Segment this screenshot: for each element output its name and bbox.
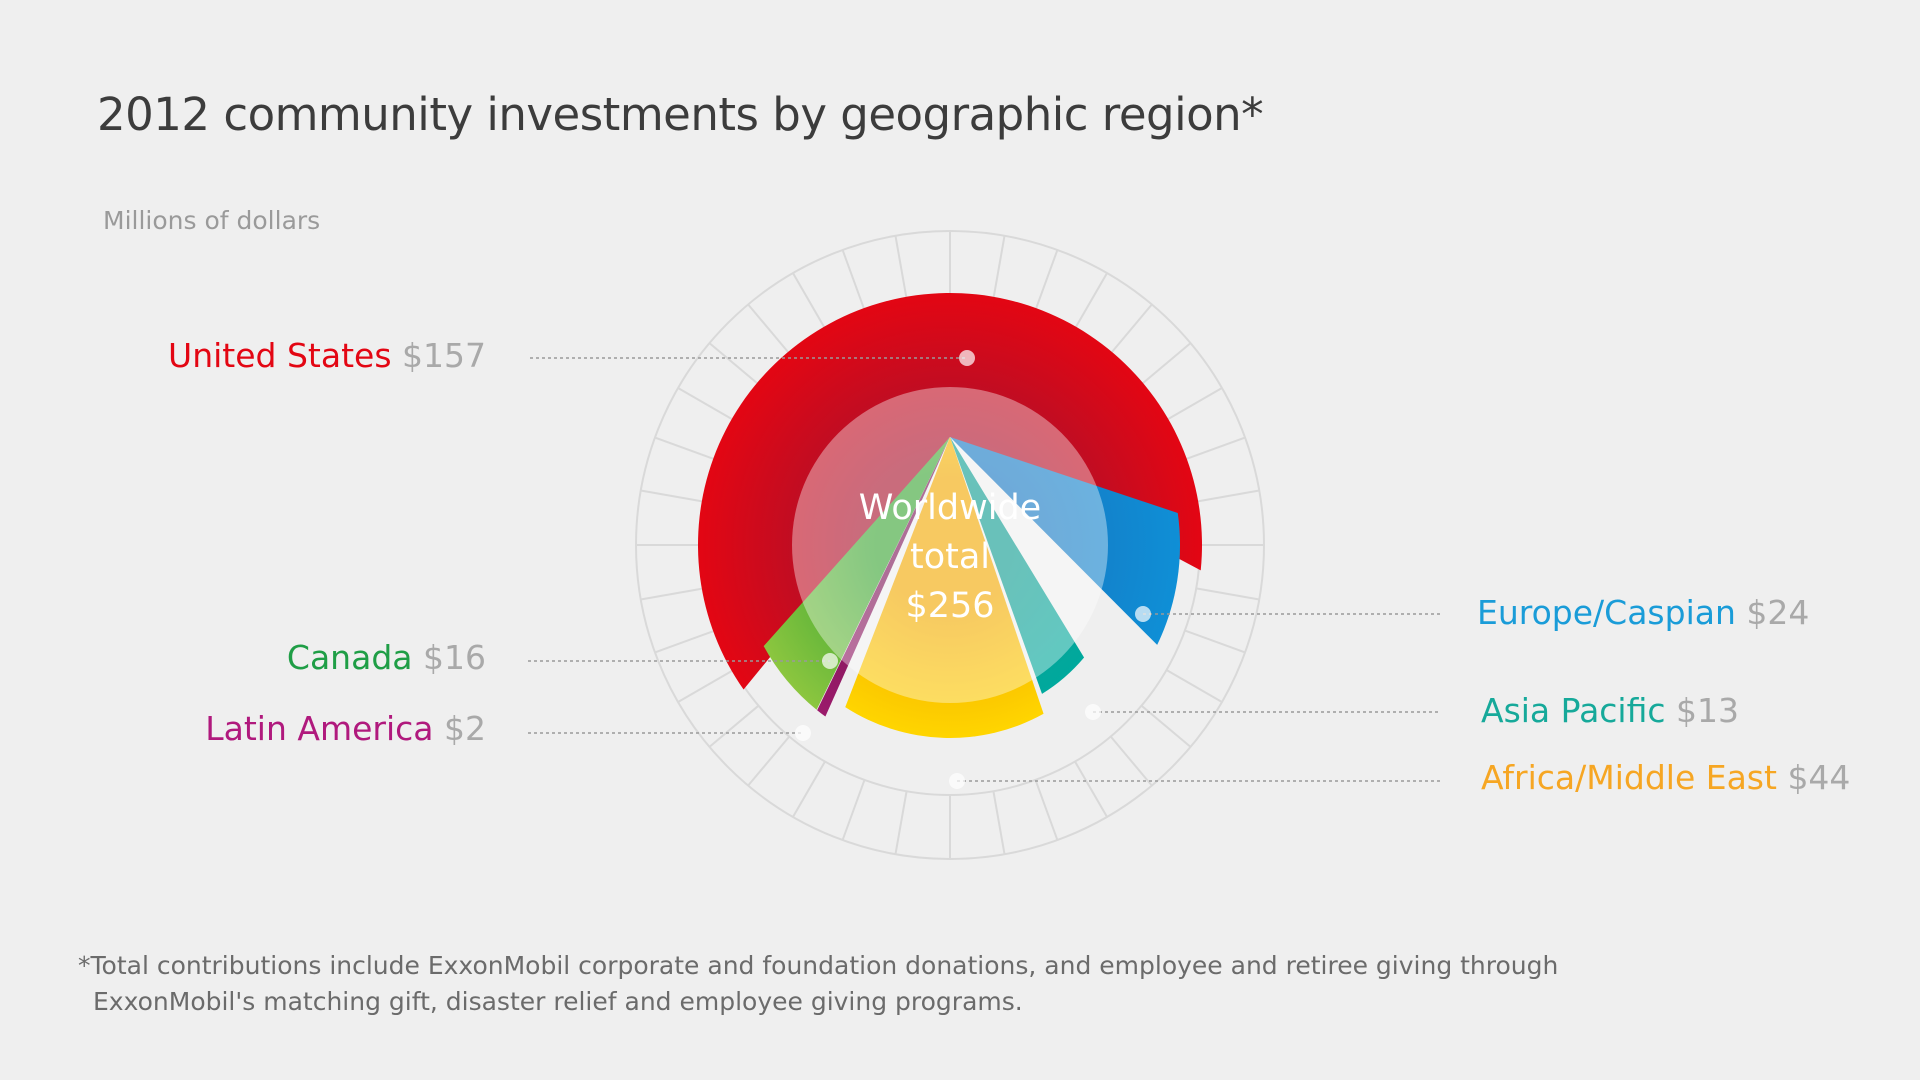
leader-dot-africa-middle-east (949, 773, 965, 789)
chart-title: 2012 community investments by geographic… (97, 88, 1264, 141)
leader-lines (528, 350, 1440, 789)
label-latin-america: Latin America $2 (205, 709, 486, 749)
chart-grid (635, 230, 1265, 860)
label-name: United States (168, 336, 392, 375)
grid-spoke (1166, 669, 1223, 703)
label-value: $2 (444, 709, 486, 748)
grid-spoke (841, 779, 866, 841)
label-name: Europe/Caspian (1477, 593, 1736, 632)
footnote-line1: *Total contributions include ExxonMobil … (78, 951, 1559, 980)
label-value: $16 (423, 638, 486, 677)
footnote: *Total contributions include ExxonMobil … (78, 948, 1558, 1020)
label-europe-caspian: Europe/Caspian $24 (1477, 593, 1809, 633)
leader-dot-asia-pacific (1085, 704, 1101, 720)
grid-spoke (747, 735, 791, 787)
label-value: $157 (402, 336, 486, 375)
label-united-states: United States $157 (168, 336, 486, 376)
grid-spoke (1196, 587, 1260, 601)
label-value: $44 (1787, 758, 1851, 797)
footnote-line2: ExxonMobil's matching gift, disaster rel… (93, 987, 1023, 1016)
slice-africa-middle-east (845, 437, 1044, 738)
grid-spoke (1184, 436, 1246, 461)
leader-dot-united-states (959, 350, 975, 366)
grid-spoke (677, 669, 734, 703)
grid-spoke (708, 342, 760, 386)
grid-spoke (894, 791, 908, 855)
leader-dot-canada (822, 653, 838, 669)
label-name: Asia Pacific (1481, 691, 1666, 730)
slice-asia-pacific (950, 437, 1085, 694)
center-total-value: $256 (905, 586, 995, 626)
grid-spoke (992, 235, 1006, 299)
grid-spoke (640, 489, 704, 503)
grid-spoke (1184, 629, 1246, 654)
grid-spoke (992, 791, 1006, 855)
chart-unit-label: Millions of dollars (103, 206, 321, 235)
grid-spoke (792, 272, 826, 329)
grid-spoke (1140, 342, 1192, 386)
grid-spoke (708, 704, 760, 748)
label-canada: Canada $16 (287, 638, 486, 678)
grid-spoke (654, 436, 716, 461)
grid-spoke (894, 235, 908, 299)
label-value: $13 (1676, 691, 1740, 730)
grid-spoke (1109, 303, 1153, 355)
grid-spoke (677, 387, 734, 421)
grid-spoke (1034, 249, 1059, 311)
label-value: $24 (1746, 593, 1810, 632)
slice-latin-america (817, 437, 950, 717)
grid-spoke (1166, 387, 1223, 421)
grid-spoke (792, 761, 826, 818)
slice-europe-caspian (950, 437, 1180, 645)
center-disc (792, 387, 1108, 703)
chart-slices (698, 293, 1203, 738)
label-name: Latin America (205, 709, 434, 748)
grid-spoke (1196, 489, 1260, 503)
center-total: Worldwide total $256 (810, 484, 1090, 631)
leader-dot-latin-america (795, 725, 811, 741)
grid-spoke (747, 303, 791, 355)
label-name: Africa/Middle East (1481, 758, 1777, 797)
label-name: Canada (286, 638, 413, 677)
label-asia-pacific: Asia Pacific $13 (1481, 691, 1739, 731)
grid-spoke (1074, 272, 1108, 329)
grid-spoke (1074, 761, 1108, 818)
grid-spoke (654, 629, 716, 654)
leader-dot-europe-caspian (1135, 606, 1151, 622)
grid-spoke (841, 249, 866, 311)
grid-spoke (1109, 735, 1153, 787)
grid-spoke (1034, 779, 1059, 841)
center-total-line1: Worldwide (858, 488, 1042, 528)
label-africa-middle-east: Africa/Middle East $44 (1481, 758, 1850, 798)
grid-spoke (640, 587, 704, 601)
center-total-line2: total (909, 537, 991, 577)
slice-canada (763, 437, 950, 710)
